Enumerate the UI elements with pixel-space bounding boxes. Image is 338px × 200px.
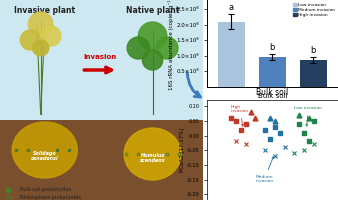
Text: a: a <box>229 3 234 12</box>
Text: High
invasion: High invasion <box>231 105 249 126</box>
Bar <box>300 60 327 87</box>
Circle shape <box>41 26 61 46</box>
Ellipse shape <box>12 122 77 178</box>
Text: Invasion: Invasion <box>83 54 116 60</box>
Text: Invasive plant: Invasive plant <box>14 6 75 15</box>
Text: Solidago
canadensi: Solidago canadensi <box>31 151 58 161</box>
FancyBboxPatch shape <box>0 0 203 124</box>
Text: Humulus
scandens: Humulus scandens <box>140 153 165 163</box>
Text: Bulk soil prokaryotes: Bulk soil prokaryotes <box>20 188 72 192</box>
Circle shape <box>32 40 49 56</box>
Circle shape <box>142 50 163 70</box>
Ellipse shape <box>124 128 181 180</box>
Bar <box>259 57 286 87</box>
Text: Medium
invasion: Medium invasion <box>256 157 273 183</box>
Title: Bulk soil: Bulk soil <box>258 93 287 99</box>
Y-axis label: PCoA2 (17.17%): PCoA2 (17.17%) <box>180 128 185 172</box>
Circle shape <box>127 37 149 59</box>
Text: Native plant: Native plant <box>126 6 179 15</box>
Circle shape <box>28 12 53 36</box>
Text: b: b <box>311 46 316 55</box>
Bar <box>218 22 245 87</box>
Legend: Low invasion, Medium invasion, High invasion: Low invasion, Medium invasion, High inva… <box>293 2 336 17</box>
Circle shape <box>155 37 178 59</box>
Y-axis label: 16S rRNA abundance (copies g⁻¹): 16S rRNA abundance (copies g⁻¹) <box>168 0 174 90</box>
X-axis label: Bulk soil: Bulk soil <box>256 88 289 97</box>
Text: Low invasion: Low invasion <box>294 106 322 126</box>
Text: Rhizosphere prokaryotes: Rhizosphere prokaryotes <box>20 196 81 200</box>
Text: b: b <box>270 43 275 52</box>
FancyBboxPatch shape <box>0 120 203 200</box>
Circle shape <box>138 22 167 50</box>
Circle shape <box>20 30 41 50</box>
